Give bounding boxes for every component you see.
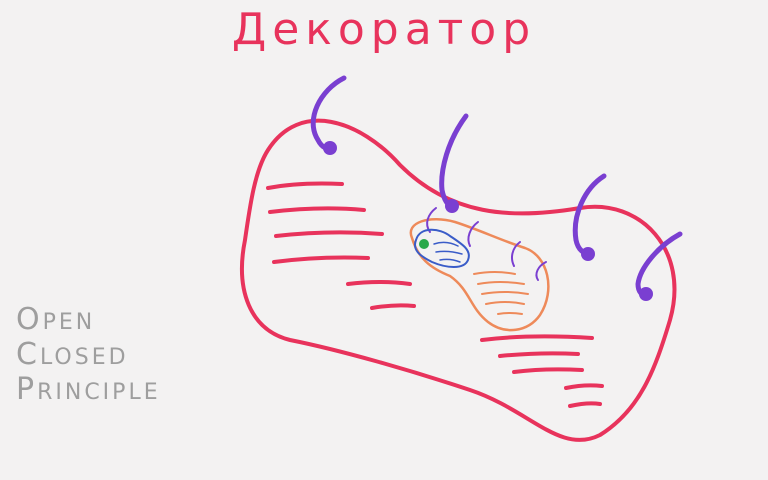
core-component-blob [414, 228, 470, 268]
inner-lines [473, 271, 529, 315]
outer-hook-dots [323, 141, 653, 301]
outer-lines-left [266, 181, 416, 310]
outer-wrapper-blob [240, 118, 677, 442]
principle-line-principle: PRINCIPLE [16, 372, 161, 407]
principle-label: OPEN CLOSED PRINCIPLE [16, 304, 161, 409]
outer-lines-right [480, 334, 604, 408]
diagram-title: Декоратор [231, 4, 537, 55]
principle-line-closed: CLOSED [16, 337, 129, 372]
principle-line-open: OPEN [16, 302, 96, 337]
core-dot [419, 239, 429, 249]
outer-hooks [310, 75, 683, 299]
inner-wrapper-blob [409, 218, 550, 332]
core-lines [433, 241, 463, 263]
